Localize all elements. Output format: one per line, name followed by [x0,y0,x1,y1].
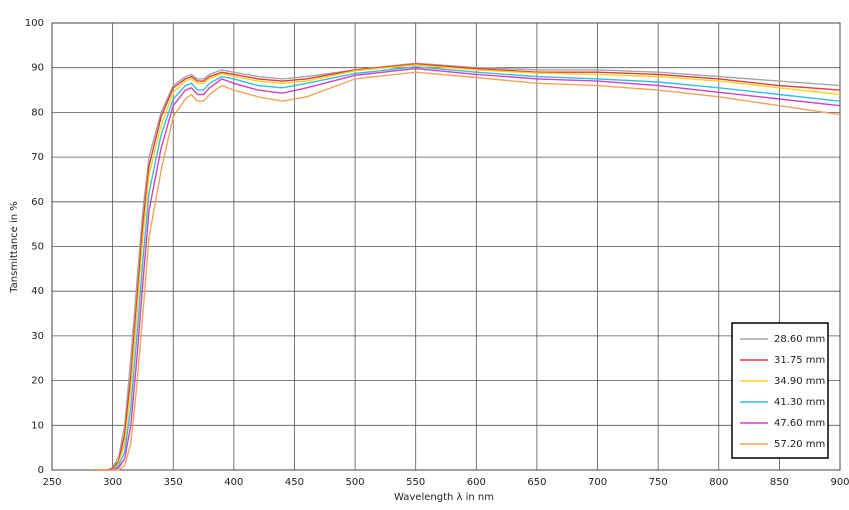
y-tick-label: 80 [31,107,44,118]
x-tick-label: 300 [103,477,122,488]
y-tick-label: 30 [31,331,44,342]
plot-frame [51,22,841,471]
x-tick-label: 400 [224,477,243,488]
y-tick-label: 70 [31,152,44,163]
x-tick-label: 700 [588,477,607,488]
y-tick-label: 100 [25,18,44,29]
y-tick-label: 0 [38,465,44,476]
legend-label: 34.90 mm [774,376,825,387]
series-line [94,71,841,471]
y-tick-label: 10 [31,420,44,431]
x-tick-label: 500 [346,477,365,488]
x-tick-label: 900 [830,477,849,488]
legend-label: 57.20 mm [774,439,825,450]
series-line [94,67,841,471]
y-tick-label: 50 [31,242,44,253]
legend-label: 31.75 mm [774,355,825,366]
series-line [94,64,841,471]
x-axis-label: Wavelength λ in nm [394,492,494,503]
y-tick-label: 20 [31,376,44,387]
legend-label: 28.60 mm [774,334,825,345]
x-tick-label: 450 [285,477,304,488]
y-tick-label: 60 [31,197,44,208]
y-tick-label: 90 [31,63,44,74]
x-tick-label: 650 [527,477,546,488]
legend-box [731,322,829,459]
x-tick-label: 350 [164,477,183,488]
legend-label: 41.30 mm [774,397,825,408]
series-line [94,62,841,471]
series-line [94,66,841,471]
series-line [94,63,841,471]
legend-label: 47.60 mm [774,418,825,429]
x-tick-label: 850 [770,477,789,488]
x-tick-label: 250 [42,477,61,488]
x-tick-label: 600 [467,477,486,488]
y-tick-label: 40 [31,286,44,297]
x-tick-label: 550 [406,477,425,488]
x-tick-label: 800 [709,477,728,488]
y-axis-label: Tansmittance in % [9,201,20,294]
x-tick-label: 750 [649,477,668,488]
